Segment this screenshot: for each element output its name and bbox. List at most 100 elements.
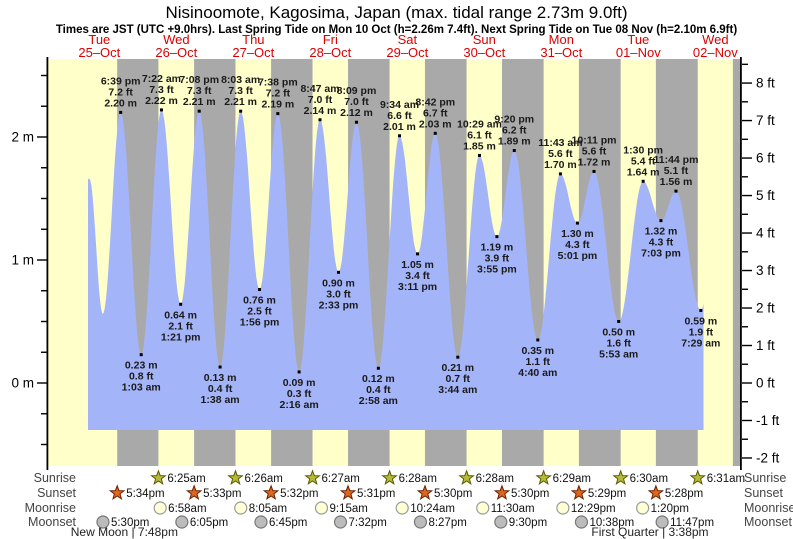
tide-label-line: 2.01 m [383, 121, 416, 133]
moonset-moon-icon [175, 515, 189, 529]
tide-label-line: 0.35 m [521, 345, 554, 357]
right-axis-tick [742, 251, 748, 253]
tide-label-line: 2.5 ft [247, 306, 272, 318]
left-axis-tick [41, 197, 47, 200]
low-tide-label-group: 0.35 m1.1 ft4:40 am [518, 338, 557, 379]
tide-label-line: 9:20 pm [494, 114, 534, 126]
moonrise-moon-icon [153, 501, 167, 515]
tide-label-line: 5:01 pm [558, 250, 598, 262]
tide-label-line: 0.90 m [322, 277, 355, 289]
tide-label-line: 6.6 ft [387, 110, 412, 122]
high-tide-label-group: 10:11 pm5.6 ft1.72 m [572, 134, 616, 173]
moonset-moon-icon [494, 515, 508, 529]
tide-label-line: 7:38 pm [258, 77, 298, 89]
moonset-entry: 5:30pm [96, 515, 149, 529]
tide-label-line: 7.0 ft [344, 96, 369, 108]
day-name: Wed [702, 32, 729, 47]
day-date: 30–Oct [463, 45, 505, 60]
low-tide-label-group: 0.23 m0.8 ft1:03 am [122, 353, 161, 394]
sunset-star-icon [339, 484, 357, 500]
tide-extreme-dot [575, 221, 579, 225]
right-axis-tick [742, 194, 752, 197]
tide-extreme-dot [318, 118, 322, 122]
tide-label-line: 1:38 am [201, 394, 240, 406]
tide-label-line: 2.21 m [183, 96, 216, 108]
right-axis-tick [742, 119, 752, 122]
high-tide-label-group: 8:03 am7.3 ft2.21 m [221, 74, 260, 113]
right-axis-tick [742, 232, 752, 234]
sunrise-time: 6:28am [476, 473, 514, 485]
page-subtitle: Times are JST (UTC +9.0hrs). Last Spring… [55, 24, 738, 36]
low-tide-label-group: 0.64 m2.1 ft1:21 pm [161, 302, 201, 343]
day-date: 26–Oct [155, 45, 197, 60]
right-axis-tick [742, 176, 748, 178]
moonset-moon-icon [254, 515, 268, 529]
tide-label-line: 7.2 ft [108, 86, 133, 98]
moonrise-time: 8:05am [249, 503, 287, 515]
tide-extreme-dot [218, 365, 222, 369]
left-axis-tick [37, 259, 47, 261]
tide-label-line: 0.4 ft [208, 383, 233, 395]
tide-label-line: 5.4 ft [631, 155, 656, 167]
tide-label-line: 1.9 ft [689, 326, 714, 338]
right-axis-tick [742, 326, 748, 328]
sunrise-entry: 6:25am [150, 469, 206, 485]
right-axis-label: 3 ft [756, 263, 775, 278]
sunset-time: 5:30pm [511, 488, 549, 500]
tide-label-line: 2.21 m [224, 96, 257, 108]
sunrise-star-icon [689, 469, 706, 485]
tide-label-line: 1.56 m [660, 176, 693, 188]
tide-extreme-dot [239, 109, 243, 113]
moonset-time: 8:27pm [428, 517, 466, 529]
tide-label-line: 0.7 ft [446, 373, 471, 385]
low-tide-label-group: 0.50 m1.6 ft5:53 am [599, 320, 638, 361]
sunset-time: 5:32pm [280, 488, 318, 500]
tide-label-line: 7:03 pm [641, 248, 681, 260]
sunrise-entry: 6:31am [689, 469, 745, 485]
tide-extreme-dot [297, 370, 301, 374]
tide-extreme-dot [617, 320, 621, 323]
tide-extreme-dot [276, 112, 280, 116]
tide-label-line: 0.8 ft [129, 371, 154, 383]
row-label-moonrise-right: Moonrise [744, 501, 793, 515]
tide-label-line: 4:40 am [518, 367, 557, 379]
sunset-star-icon [570, 484, 588, 500]
right-axis-tick [742, 269, 752, 272]
left-axis-tick [41, 413, 47, 415]
moonrise-time: 9:15am [330, 503, 368, 515]
high-tide-label-group: 7:22 am7.3 ft2.22 m [142, 73, 181, 112]
right-axis-tick [742, 157, 752, 159]
high-tide-label-group: 8:42 pm6.7 ft2.03 m [415, 96, 455, 135]
moonrise-moon-icon [314, 501, 329, 515]
sunrise-time: 6:31am [707, 473, 745, 485]
right-axis-label: 2 ft [756, 301, 775, 316]
tide-label-line: 9:34 am [380, 99, 419, 111]
tide-label-line: 3:55 pm [477, 264, 517, 276]
tide-label-line: 6.7 ft [423, 107, 448, 119]
moonrise-entry: 12:29pm [556, 501, 616, 515]
left-axis-tick [41, 320, 47, 323]
moonrise-moon-icon [556, 501, 570, 515]
page-title: Nisinoomote, Kagosima, Japan (max. tidal… [165, 3, 628, 22]
tide-label-line: 7:22 am [142, 73, 181, 85]
tide-label-line: 11:43 am [538, 137, 582, 149]
right-axis-label: 7 ft [756, 113, 775, 128]
tide-label-line: 6.1 ft [467, 129, 492, 141]
tide-label-line: 1:21 pm [161, 331, 201, 343]
sunset-time: 5:33pm [203, 488, 241, 500]
high-tide-label-group: 6:39 pm7.2 ft2.20 m [101, 75, 141, 114]
sunrise-star-icon [612, 469, 629, 485]
moonset-entry: 8:27pm [413, 515, 467, 529]
tide-label-line: 7.3 ft [149, 84, 174, 96]
right-axis-tick [742, 82, 752, 84]
sunset-star-icon [108, 484, 126, 500]
left-axis-tick [41, 290, 47, 292]
right-axis-tick [742, 401, 748, 403]
tide-label-line: 1.19 m [481, 242, 514, 254]
tide-extreme-dot [139, 353, 143, 357]
right-axis-tick [742, 213, 748, 215]
high-tide-label-group: 8:09 pm7.0 ft2.12 m [337, 85, 376, 124]
moonrise-entry: 1:20pm [636, 501, 689, 515]
